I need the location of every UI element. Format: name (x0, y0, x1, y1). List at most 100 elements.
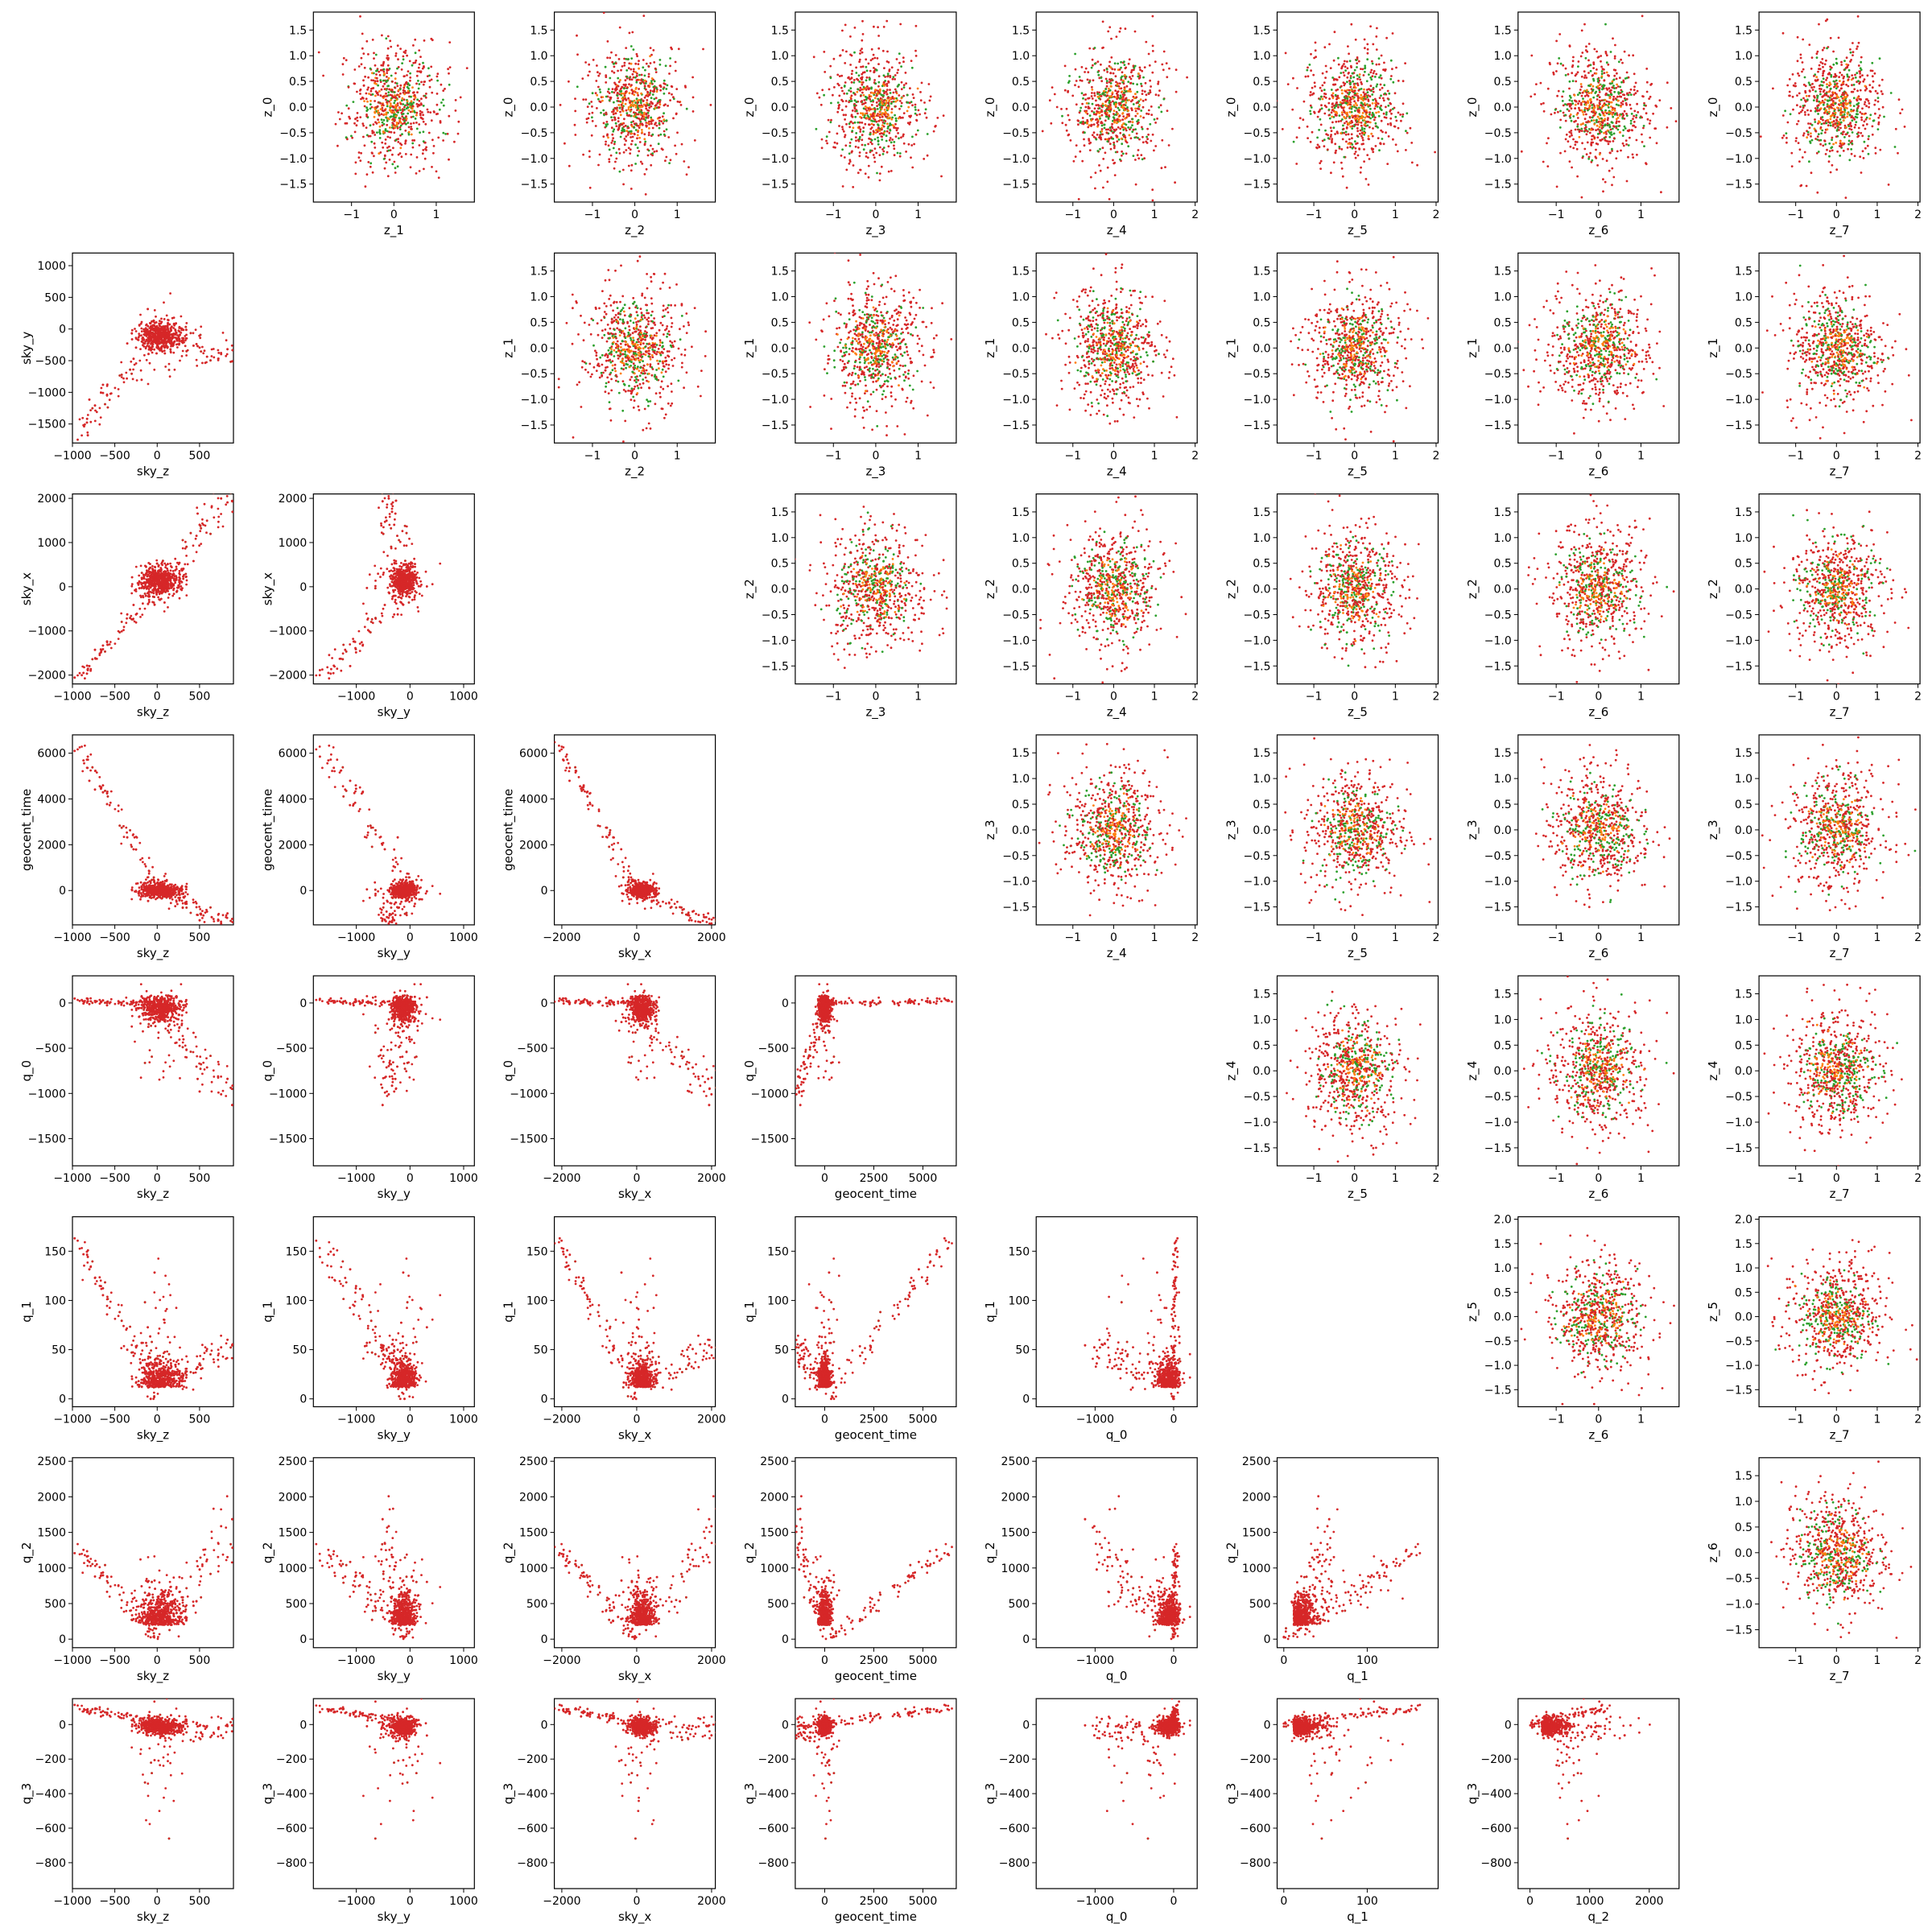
data-point (1309, 109, 1311, 113)
data-point (1067, 114, 1070, 117)
data-point (1326, 148, 1329, 151)
data-point (1350, 23, 1353, 26)
data-point (1125, 140, 1128, 143)
data-point (1633, 109, 1637, 113)
data-point (1580, 94, 1583, 97)
data-point (1601, 86, 1604, 89)
data-point (1592, 205, 1595, 208)
data-point (649, 62, 652, 64)
data-point (940, 175, 943, 178)
data-point (1840, 60, 1843, 64)
data-point (627, 108, 630, 111)
data-point (657, 134, 660, 137)
data-point (885, 99, 888, 102)
data-point (426, 108, 429, 111)
data-point (902, 60, 905, 64)
data-point (632, 70, 635, 73)
data-point (1129, 76, 1131, 79)
data-point (1604, 123, 1607, 126)
data-point (1389, 101, 1392, 105)
y-tick-label: 0.5 (1012, 76, 1030, 89)
data-point (422, 140, 425, 143)
data-point (852, 164, 855, 167)
data-point (1123, 134, 1126, 138)
data-point (886, 75, 889, 78)
data-point (1112, 72, 1115, 75)
data-point (1162, 68, 1165, 72)
data-point (657, 142, 660, 146)
data-point (1342, 106, 1344, 109)
data-point (902, 86, 906, 89)
data-point (1366, 104, 1369, 107)
data-point (862, 88, 865, 91)
data-point (1055, 105, 1059, 109)
data-point (1143, 66, 1146, 68)
data-point (389, 126, 391, 129)
data-point (877, 99, 881, 101)
data-point (1834, 72, 1837, 76)
data-point (1350, 120, 1353, 122)
data-point (1581, 52, 1584, 54)
data-point (1331, 115, 1334, 118)
data-point (396, 93, 398, 97)
data-point (378, 125, 382, 128)
data-point (1405, 130, 1407, 133)
data-point (886, 130, 889, 133)
data-point (1798, 74, 1801, 77)
data-point (1372, 88, 1375, 90)
data-point (594, 92, 597, 95)
data-point (1859, 111, 1862, 114)
data-point (409, 105, 411, 109)
data-point (1629, 103, 1632, 106)
x-tick-label: −1 (584, 208, 601, 221)
data-point (1634, 126, 1637, 129)
data-point (1598, 91, 1601, 93)
data-point (1091, 134, 1094, 137)
data-point (643, 85, 646, 88)
data-point (861, 33, 865, 35)
data-point (893, 141, 896, 143)
data-point (1568, 135, 1571, 138)
data-point (1794, 139, 1798, 142)
data-point (632, 48, 635, 51)
data-point (1335, 105, 1338, 108)
data-point (1161, 138, 1164, 142)
data-point (915, 118, 918, 122)
data-point (642, 118, 646, 121)
data-point (880, 165, 883, 168)
data-point (1093, 107, 1096, 110)
data-point (1321, 97, 1324, 101)
data-point (1621, 134, 1624, 138)
data-point (1808, 43, 1811, 46)
data-point (624, 79, 627, 82)
data-point (1399, 114, 1402, 116)
data-point (1600, 126, 1604, 130)
data-point (643, 111, 646, 114)
data-point (383, 154, 386, 157)
data-point (1113, 68, 1117, 71)
data-point (1621, 100, 1624, 103)
data-point (1821, 48, 1824, 52)
data-point (1077, 123, 1080, 126)
data-point (1102, 186, 1104, 189)
data-point (1867, 100, 1870, 102)
data-point (1583, 70, 1586, 73)
data-point (1092, 135, 1096, 138)
data-point (1604, 135, 1608, 138)
data-point (832, 93, 834, 97)
data-point (648, 127, 650, 130)
data-point (1363, 119, 1366, 122)
data-point (859, 168, 861, 171)
y-tick-label: 1.5 (289, 24, 307, 37)
data-point (1586, 107, 1589, 110)
data-point (1851, 131, 1854, 134)
data-point (848, 126, 852, 129)
data-point (823, 93, 825, 97)
data-point (411, 105, 415, 108)
data-point (1596, 80, 1600, 83)
data-point (1343, 98, 1346, 101)
data-point (1100, 63, 1102, 66)
data-point (658, 59, 662, 61)
data-point (1103, 126, 1106, 130)
data-point (1567, 103, 1569, 105)
